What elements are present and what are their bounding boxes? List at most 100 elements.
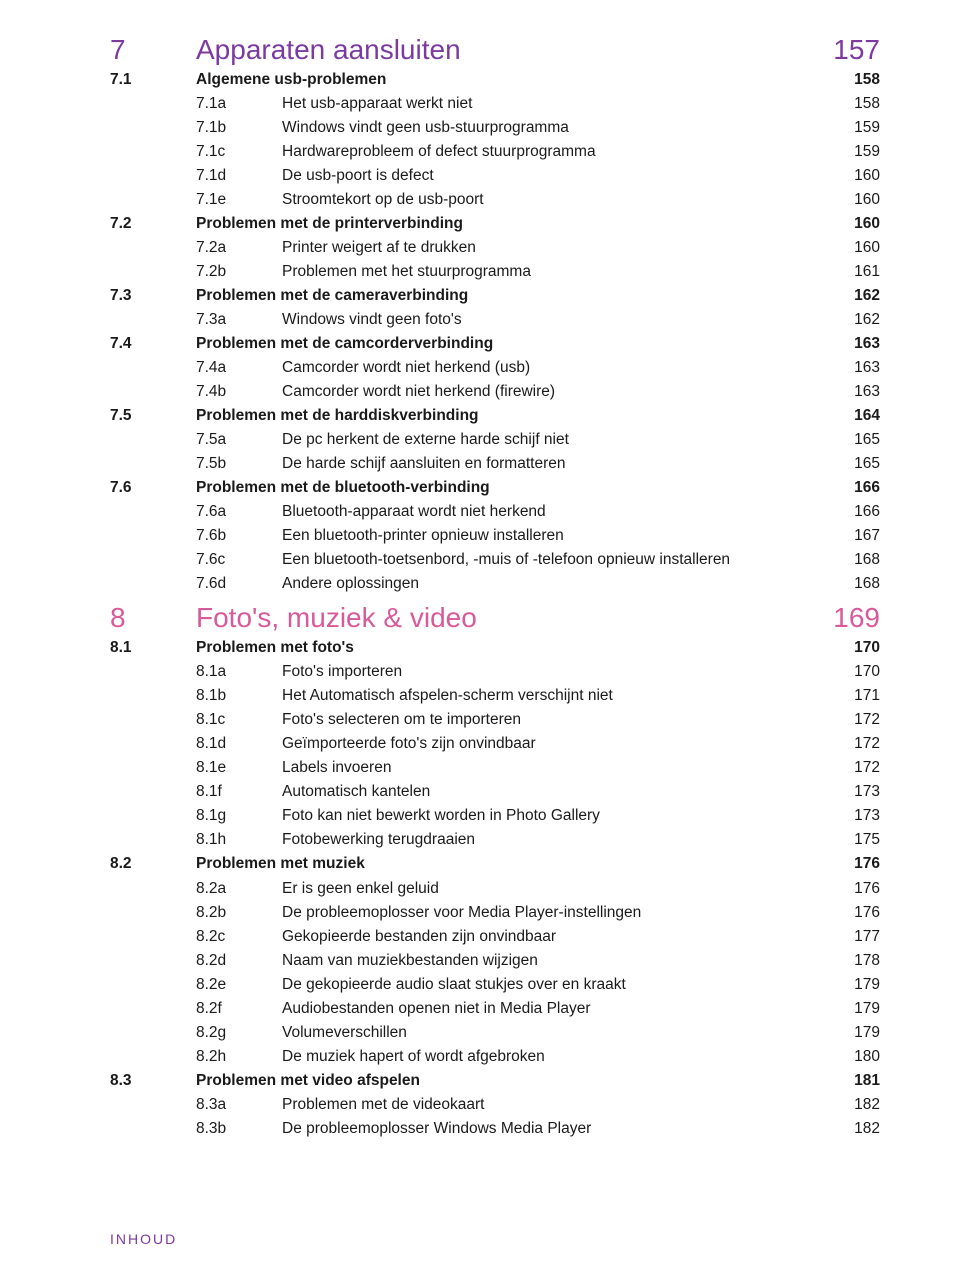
- sub-title: Fotobewerking terugdraaien: [282, 828, 830, 852]
- sub-number: 7.1d: [196, 164, 282, 188]
- sub-title: Foto's selecteren om te importeren: [282, 708, 830, 732]
- sub-number: 8.2a: [196, 877, 282, 901]
- sub-number: 7.5a: [196, 428, 282, 452]
- section-heading: 7.6Problemen met de bluetooth-verbinding…: [110, 476, 880, 500]
- sub-page: 162: [830, 308, 880, 332]
- sub-number: 8.2e: [196, 973, 282, 997]
- sub-page: 159: [830, 140, 880, 164]
- sub-number: 7.3a: [196, 308, 282, 332]
- sub-entry: 8.3aProblemen met de videokaart182: [110, 1093, 880, 1117]
- sub-page: 168: [830, 572, 880, 596]
- sub-entry: 7.6bEen bluetooth-printer opnieuw instal…: [110, 524, 880, 548]
- sub-page: 179: [830, 973, 880, 997]
- sub-entry: 8.2gVolumeverschillen179: [110, 1021, 880, 1045]
- section-number: 8.3: [110, 1069, 196, 1093]
- sub-entry: 7.4aCamcorder wordt niet herkend (usb)16…: [110, 356, 880, 380]
- sub-number: 7.4b: [196, 380, 282, 404]
- sub-entry: 8.2dNaam van muziekbestanden wijzigen178: [110, 949, 880, 973]
- chapter-heading: 8Foto's, muziek & video169: [110, 602, 880, 634]
- sub-page: 178: [830, 949, 880, 973]
- section-page: 170: [830, 636, 880, 660]
- sub-title: Windows vindt geen usb-stuurprogramma: [282, 116, 830, 140]
- sub-number: 7.5b: [196, 452, 282, 476]
- sub-page: 161: [830, 260, 880, 284]
- chapter-heading: 7Apparaten aansluiten157: [110, 34, 880, 66]
- sub-page: 176: [830, 877, 880, 901]
- sub-number: 8.2h: [196, 1045, 282, 1069]
- sub-title: Naam van muziekbestanden wijzigen: [282, 949, 830, 973]
- sub-page: 158: [830, 92, 880, 116]
- sub-entry: 8.2hDe muziek hapert of wordt afgebroken…: [110, 1045, 880, 1069]
- sub-title: Foto kan niet bewerkt worden in Photo Ga…: [282, 804, 830, 828]
- sub-entry: 8.1aFoto's importeren170: [110, 660, 880, 684]
- chapter-title: Foto's, muziek & video: [196, 602, 833, 634]
- section-heading: 7.3Problemen met de cameraverbinding162: [110, 284, 880, 308]
- sub-title: De gekopieerde audio slaat stukjes over …: [282, 973, 830, 997]
- sub-entry: 8.1fAutomatisch kantelen173: [110, 780, 880, 804]
- sub-number: 8.1e: [196, 756, 282, 780]
- sub-page: 173: [830, 804, 880, 828]
- sub-title: Problemen met de videokaart: [282, 1093, 830, 1117]
- sub-entry: 8.1hFotobewerking terugdraaien175: [110, 828, 880, 852]
- section-title: Algemene usb-problemen: [196, 68, 830, 92]
- sub-title: De pc herkent de externe harde schijf ni…: [282, 428, 830, 452]
- sub-page: 177: [830, 925, 880, 949]
- sub-number: 8.2b: [196, 901, 282, 925]
- section-page: 162: [830, 284, 880, 308]
- sub-number: 7.6a: [196, 500, 282, 524]
- sub-page: 172: [830, 756, 880, 780]
- sub-title: Andere oplossingen: [282, 572, 830, 596]
- sub-number: 8.1a: [196, 660, 282, 684]
- sub-entry: 7.3aWindows vindt geen foto's162: [110, 308, 880, 332]
- sub-number: 7.6b: [196, 524, 282, 548]
- sub-number: 7.4a: [196, 356, 282, 380]
- sub-entry: 8.1bHet Automatisch afspelen-scherm vers…: [110, 684, 880, 708]
- section-title: Problemen met de cameraverbinding: [196, 284, 830, 308]
- sub-entry: 7.1bWindows vindt geen usb-stuurprogramm…: [110, 116, 880, 140]
- section-number: 7.2: [110, 212, 196, 236]
- sub-number: 8.1d: [196, 732, 282, 756]
- sub-title: De harde schijf aansluiten en formattere…: [282, 452, 830, 476]
- sub-number: 7.2a: [196, 236, 282, 260]
- sub-number: 7.1c: [196, 140, 282, 164]
- sub-number: 8.3b: [196, 1117, 282, 1141]
- section-number: 7.3: [110, 284, 196, 308]
- sub-number: 8.2f: [196, 997, 282, 1021]
- sub-number: 7.1a: [196, 92, 282, 116]
- sub-entry: 7.4bCamcorder wordt niet herkend (firewi…: [110, 380, 880, 404]
- sub-title: Windows vindt geen foto's: [282, 308, 830, 332]
- sub-number: 8.3a: [196, 1093, 282, 1117]
- section-title: Problemen met foto's: [196, 636, 830, 660]
- section-title: Problemen met video afspelen: [196, 1069, 830, 1093]
- sub-number: 8.2g: [196, 1021, 282, 1045]
- sub-page: 179: [830, 1021, 880, 1045]
- sub-number: 7.1e: [196, 188, 282, 212]
- sub-entry: 7.6dAndere oplossingen168: [110, 572, 880, 596]
- section-heading: 8.3Problemen met video afspelen181: [110, 1069, 880, 1093]
- sub-entry: 7.1eStroomtekort op de usb-poort160: [110, 188, 880, 212]
- sub-entry: 7.6aBluetooth-apparaat wordt niet herken…: [110, 500, 880, 524]
- sub-page: 182: [830, 1093, 880, 1117]
- sub-number: 8.2c: [196, 925, 282, 949]
- sub-entry: 7.2bProblemen met het stuurprogramma161: [110, 260, 880, 284]
- sub-title: Hardwareprobleem of defect stuurprogramm…: [282, 140, 830, 164]
- sub-title: Een bluetooth-toetsenbord, -muis of -tel…: [282, 548, 830, 572]
- section-heading: 8.1Problemen met foto's170: [110, 636, 880, 660]
- sub-page: 163: [830, 380, 880, 404]
- section-page: 181: [830, 1069, 880, 1093]
- section-heading: 7.4Problemen met de camcorderverbinding1…: [110, 332, 880, 356]
- sub-page: 165: [830, 452, 880, 476]
- section-page: 160: [830, 212, 880, 236]
- sub-page: 160: [830, 164, 880, 188]
- sub-number: 8.1g: [196, 804, 282, 828]
- section-title: Problemen met de printerverbinding: [196, 212, 830, 236]
- section-page: 176: [830, 852, 880, 876]
- sub-entry: 7.1dDe usb-poort is defect160: [110, 164, 880, 188]
- sub-page: 182: [830, 1117, 880, 1141]
- sub-title: De probleemoplosser voor Media Player-in…: [282, 901, 830, 925]
- sub-entry: 7.5aDe pc herkent de externe harde schij…: [110, 428, 880, 452]
- sub-entry: 8.2aEr is geen enkel geluid176: [110, 877, 880, 901]
- sub-title: Problemen met het stuurprogramma: [282, 260, 830, 284]
- chapter-title: Apparaten aansluiten: [196, 34, 833, 66]
- section-heading: 7.5Problemen met de harddiskverbinding16…: [110, 404, 880, 428]
